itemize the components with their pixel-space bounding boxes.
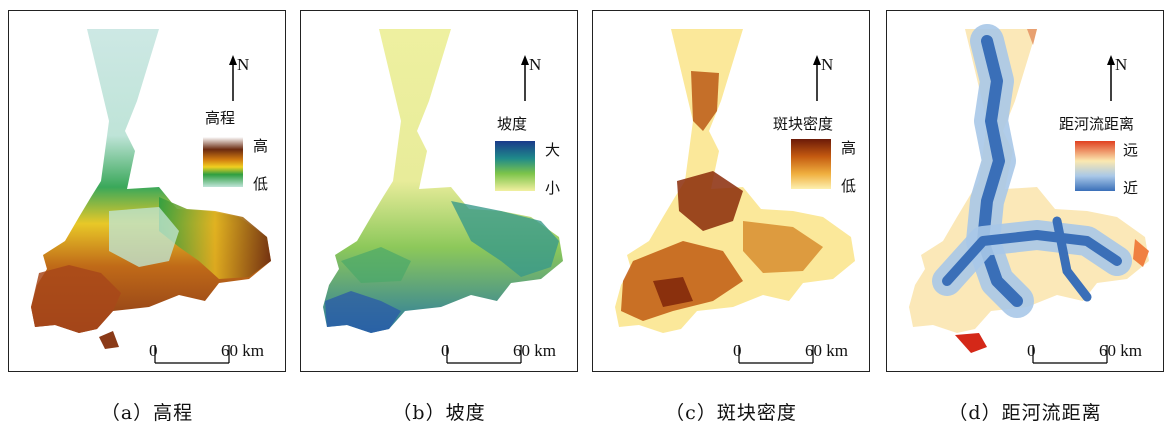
river-distance-map	[909, 24, 1149, 353]
elevation-map	[31, 29, 271, 349]
scale-start-label: 0	[733, 341, 742, 360]
north-arrow-icon	[229, 55, 237, 101]
legend-ramp	[791, 139, 831, 189]
map-panel-patch-density: N 斑块密度 高 低 0 60 km	[592, 10, 870, 372]
caption-patch-density: （c）斑块密度	[665, 402, 797, 424]
map-panel-elevation: N 高程 高 低 0 60 km	[8, 10, 286, 372]
north-arrow: N	[811, 53, 851, 103]
scale-bar: 0 60 km	[1027, 341, 1157, 367]
scale-bar-line	[738, 345, 814, 364]
scale-bar-line	[1032, 345, 1108, 364]
scale-end-label: 60 km	[1099, 341, 1142, 360]
north-arrow-icon	[521, 55, 529, 101]
north-label: N	[237, 55, 250, 74]
legend-ramp	[1075, 141, 1115, 191]
caption-elevation: （a）高程	[100, 402, 194, 424]
legend-ramp	[203, 137, 243, 187]
scale-start-label: 0	[441, 341, 450, 360]
scale-bar-line	[446, 345, 522, 364]
north-arrow-icon	[1107, 55, 1115, 101]
legend-title: 坡度	[497, 115, 528, 133]
legend-ramp	[495, 141, 535, 191]
north-label: N	[1115, 55, 1128, 74]
legend-high-label: 高	[841, 139, 857, 157]
scale-bar: 0 60 km	[733, 341, 863, 367]
map-panel-slope: N 坡度 大 小 0 60 km	[300, 10, 578, 372]
north-arrow-icon	[813, 55, 821, 101]
north-arrow: N	[519, 53, 559, 103]
legend-low-label: 低	[841, 177, 857, 195]
map-panel-river-distance: N 距河流距离 远 近 0 60 km	[886, 10, 1164, 372]
legend-low-label: 小	[545, 179, 561, 197]
scale-start-label: 0	[149, 341, 158, 360]
caption-slope: （b）坡度	[392, 402, 486, 424]
legend-title: 斑块密度	[773, 115, 834, 133]
legend-title: 高程	[205, 109, 236, 127]
slope-map	[323, 29, 563, 333]
north-label: N	[821, 55, 834, 74]
scale-end-label: 60 km	[805, 341, 848, 360]
scale-end-label: 60 km	[221, 341, 264, 360]
caption-river-distance: （d）距河流距离	[948, 402, 1102, 424]
legend-title: 距河流距离	[1059, 115, 1135, 133]
scale-end-label: 60 km	[513, 341, 556, 360]
legend-high-label: 高	[253, 137, 269, 155]
scale-bar: 0 60 km	[441, 341, 571, 367]
north-label: N	[529, 55, 542, 74]
scale-bar: 0 60 km	[149, 341, 279, 367]
legend-low-label: 低	[253, 175, 269, 193]
legend-low-label: 近	[1123, 179, 1139, 197]
north-arrow: N	[1105, 53, 1145, 103]
scale-start-label: 0	[1027, 341, 1036, 360]
scale-bar-line	[154, 345, 230, 364]
north-arrow: N	[227, 53, 267, 103]
legend-high-label: 远	[1123, 141, 1139, 159]
patch-density-map	[615, 29, 855, 333]
legend-high-label: 大	[545, 141, 561, 159]
